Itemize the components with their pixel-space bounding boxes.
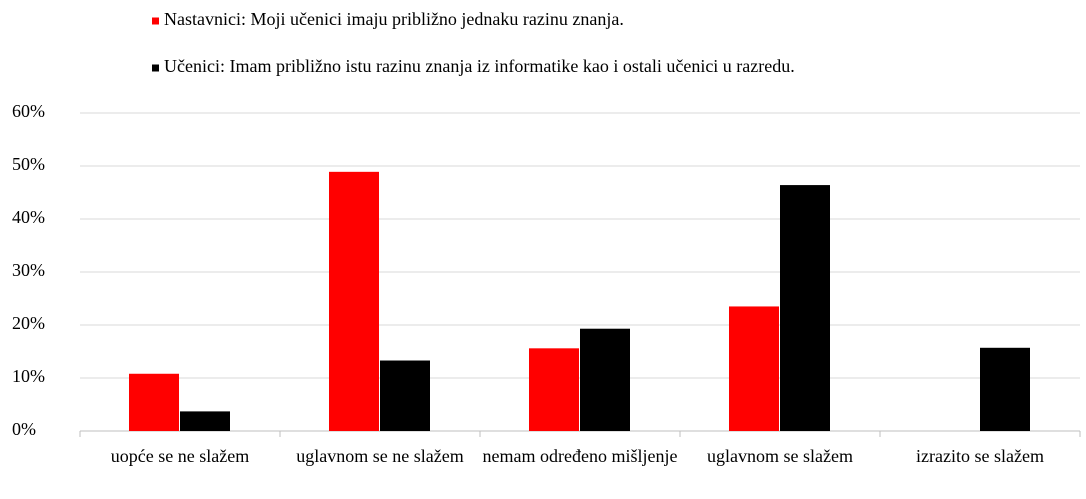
legend-label: Nastavnici: Moji učenici imaju približno… [164, 9, 624, 29]
y-tick-label: 20% [12, 313, 45, 333]
x-tick-label: uglavnom se slažem [707, 446, 853, 466]
bar [129, 373, 179, 431]
y-tick-label: 30% [12, 260, 45, 280]
y-tick-label: 60% [12, 101, 45, 121]
x-tick-label: uglavnom se ne slažem [296, 446, 464, 466]
legend-label: Učenici: Imam približno istu razinu znan… [164, 56, 795, 76]
y-tick-label: 0% [12, 419, 36, 439]
x-tick-label: uopće se ne slažem [110, 446, 250, 466]
bar [180, 411, 230, 431]
legend-marker [152, 17, 159, 25]
bar [729, 306, 779, 431]
bar [529, 348, 579, 431]
x-tick-label: izrazito se slažem [916, 446, 1044, 466]
bar [580, 328, 630, 431]
bar [329, 171, 379, 431]
x-tick-label: nemam određeno mišljenje [482, 446, 678, 466]
y-tick-label: 10% [12, 366, 45, 386]
bar [380, 360, 430, 431]
y-tick-label: 50% [12, 154, 45, 174]
y-tick-label: 40% [12, 207, 45, 227]
bar [980, 347, 1030, 431]
legend-marker [152, 64, 159, 72]
bar [780, 185, 830, 431]
